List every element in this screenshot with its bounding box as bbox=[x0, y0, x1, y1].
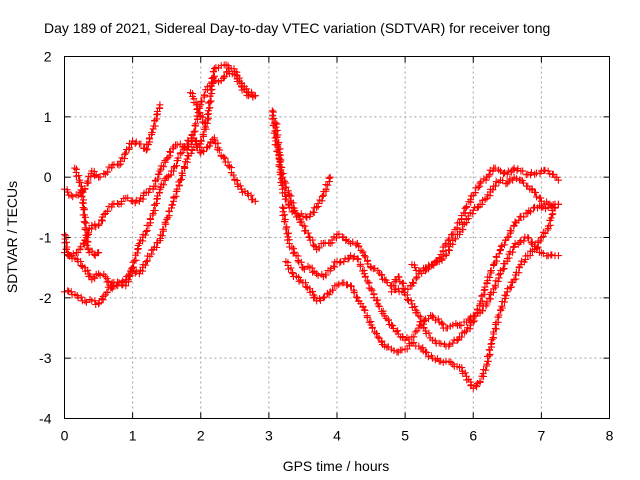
x-tick-label: 3 bbox=[265, 428, 273, 444]
y-tick-label: 2 bbox=[44, 49, 52, 65]
data-point-markers bbox=[408, 173, 559, 275]
y-tick-label: -2 bbox=[39, 290, 52, 306]
series-track-7 bbox=[272, 119, 562, 293]
series-track-9 bbox=[282, 200, 562, 392]
y-tick-label: 1 bbox=[44, 109, 52, 125]
tick-labels: 0 1 2 3 4 5 6 7 8 -4 -3 -2 -1 0 1 2 bbox=[39, 49, 614, 444]
data-point-markers bbox=[279, 203, 562, 344]
y-tick-label: 0 bbox=[44, 169, 52, 185]
x-tick-label: 4 bbox=[333, 428, 341, 444]
x-tick-label: 5 bbox=[401, 428, 409, 444]
data-point-markers bbox=[71, 164, 103, 260]
x-tick-label: 1 bbox=[129, 428, 137, 444]
y-tick-label: -3 bbox=[39, 350, 52, 366]
x-tick-label: 7 bbox=[537, 428, 545, 444]
x-tick-label: 0 bbox=[61, 428, 69, 444]
plot-frame bbox=[64, 56, 610, 419]
data-series bbox=[61, 61, 562, 392]
chart-title: Day 189 of 2021, Sidereal Day-to-day VTE… bbox=[44, 20, 550, 36]
series-track-5 bbox=[187, 89, 208, 127]
x-axis-label: GPS time / hours bbox=[283, 458, 390, 474]
series-track-11 bbox=[408, 173, 559, 275]
data-point-markers bbox=[187, 89, 208, 127]
y-axis-label: SDTVAR / TECUs bbox=[4, 181, 20, 293]
x-tick-label: 2 bbox=[197, 428, 205, 444]
data-point-markers bbox=[282, 200, 562, 392]
x-tick-label: 6 bbox=[469, 428, 477, 444]
series-track-10 bbox=[388, 200, 562, 350]
y-tick-label: -4 bbox=[39, 411, 52, 427]
series-track-8 bbox=[279, 203, 562, 344]
series-track-12 bbox=[71, 164, 103, 260]
data-point-markers bbox=[388, 200, 562, 350]
y-tick-label: -1 bbox=[39, 230, 52, 246]
data-point-markers bbox=[272, 119, 562, 293]
x-tick-label: 8 bbox=[606, 428, 614, 444]
